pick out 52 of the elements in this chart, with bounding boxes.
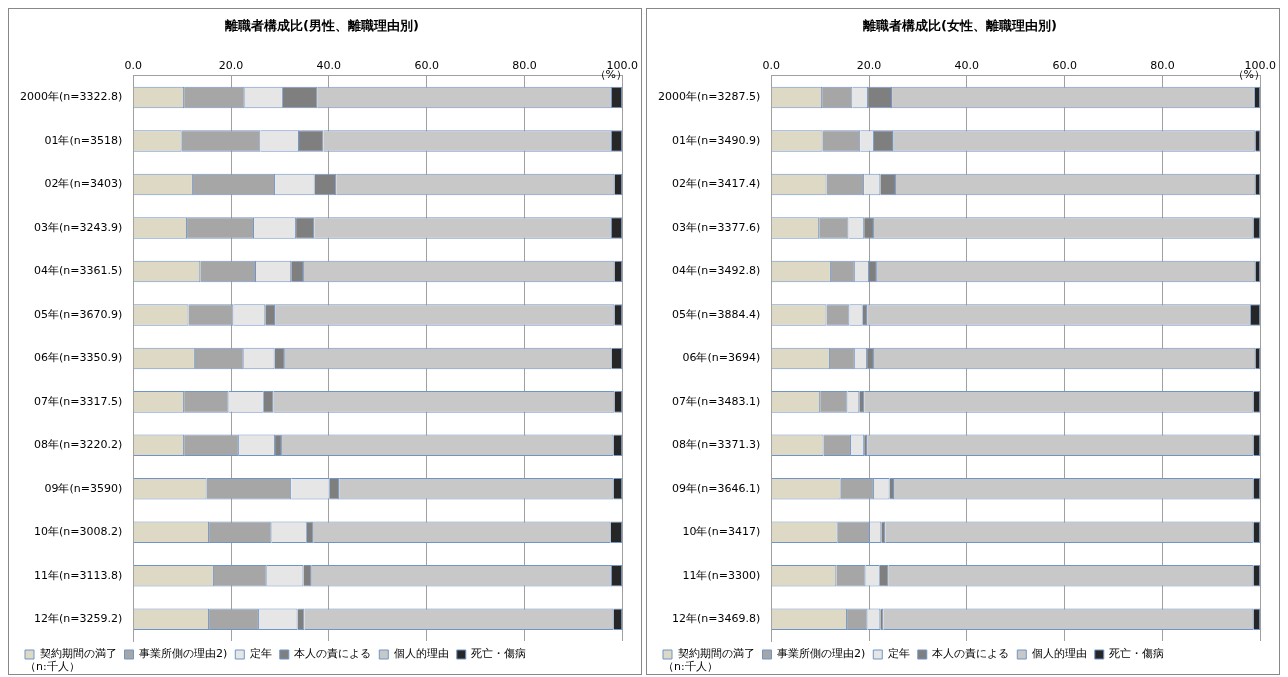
legend-label: 契約期間の満了 — [677, 647, 755, 661]
y-tick-label: 05年(n=3670.9) — [33, 307, 123, 321]
legend-label: 死亡・傷病 — [471, 647, 527, 661]
legend-label: 定年 — [249, 647, 272, 661]
legend-label: 個人的理由 — [393, 647, 449, 661]
legend-label: 本人の責による — [294, 647, 372, 661]
y-tick-label: 01年(n=3490.9) — [671, 133, 761, 147]
chart-title: 離職者構成比(女性、離職理由別) — [862, 18, 1057, 34]
x-tick-label: 20.0 — [856, 59, 882, 73]
x-tick-label: 60.0 — [1052, 59, 1077, 73]
y-tick-label: 01年(n=3518) — [44, 133, 123, 147]
x-tick-label: 0.0 — [762, 59, 780, 73]
x-tick-label: 0.0 — [124, 59, 142, 73]
legend-label: 事業所側の理由2) — [139, 647, 228, 661]
x-tick-label: 80.0 — [512, 59, 537, 73]
y-tick-label: 03年(n=3377.6) — [671, 220, 761, 234]
y-tick-label: 12年(n=3469.8) — [671, 612, 761, 626]
y-tick-label: 2000年(n=3322.8) — [19, 90, 123, 104]
chart-title: 離職者構成比(男性、離職理由別) — [224, 18, 419, 34]
y-tick-label: 09年(n=3590) — [44, 481, 123, 495]
legend-label: 定年 — [887, 647, 910, 661]
y-tick-label: 02年(n=3417.4) — [671, 177, 761, 191]
legend-label: 本人の責による — [932, 647, 1010, 661]
y-tick-label: 11年(n=3113.8) — [33, 568, 123, 582]
y-tick-label: 2000年(n=3287.5) — [657, 90, 761, 104]
legend-label: 契約期間の満了 — [39, 647, 117, 661]
y-tick-label: 08年(n=3371.3) — [671, 438, 761, 452]
text: （n:千人） — [663, 659, 718, 673]
y-tick-label: 04年(n=3361.5) — [33, 264, 123, 278]
legend-label: 個人的理由 — [1031, 647, 1087, 661]
legend-label: 事業所側の理由2) — [777, 647, 866, 661]
y-tick-label: 02年(n=3403) — [44, 177, 123, 191]
y-tick-label: 05年(n=3884.4) — [671, 307, 761, 321]
y-tick-label: 10年(n=3417) — [682, 525, 761, 539]
y-tick-label: 07年(n=3317.5) — [33, 394, 123, 408]
y-tick-label: 03年(n=3243.9) — [33, 220, 123, 234]
y-tick-label: 07年(n=3483.1) — [671, 394, 761, 408]
y-tick-label: 06年(n=3694) — [682, 351, 761, 365]
x-tick-label: 60.0 — [414, 59, 439, 73]
y-tick-label: 06年(n=3350.9) — [33, 351, 123, 365]
x-tick-label: 20.0 — [218, 59, 244, 73]
y-tick-label: 09年(n=3646.1) — [671, 481, 761, 495]
legend-label: 死亡・傷病 — [1109, 647, 1165, 661]
y-tick-label: 11年(n=3300) — [682, 568, 761, 582]
y-tick-label: 04年(n=3492.8) — [671, 264, 761, 278]
y-tick-label: 12年(n=3259.2) — [33, 612, 123, 626]
x-tick-label: 80.0 — [1150, 59, 1175, 73]
x-tick-label: 40.0 — [316, 59, 342, 73]
x-tick-label: 40.0 — [954, 59, 980, 73]
text: （n:千人） — [25, 659, 80, 673]
y-tick-label: 08年(n=3220.2) — [33, 438, 123, 452]
y-tick-label: 10年(n=3008.2) — [33, 525, 123, 539]
